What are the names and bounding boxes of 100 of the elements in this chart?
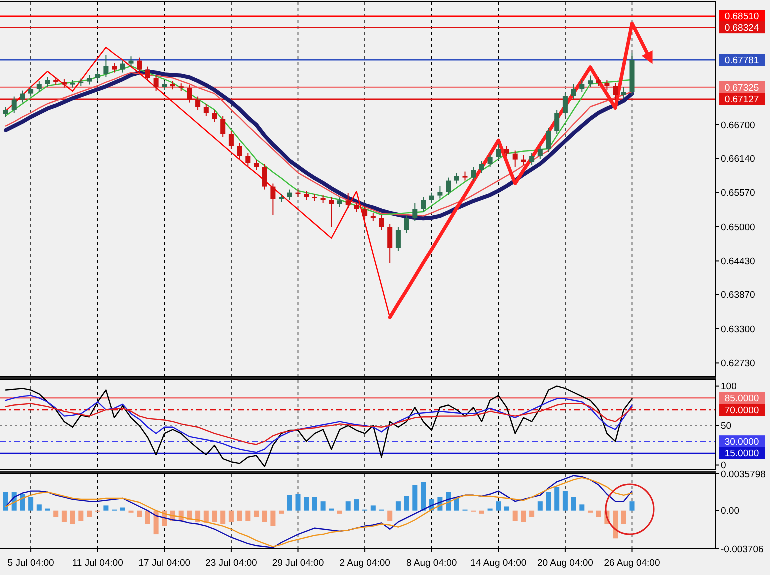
candlestick xyxy=(621,86,626,98)
bar xyxy=(20,494,26,511)
candlestick xyxy=(471,166,476,182)
candlestick xyxy=(128,56,134,68)
bar xyxy=(420,482,426,511)
candlestick xyxy=(562,92,568,116)
candlestick xyxy=(287,189,292,200)
candlestick xyxy=(137,57,142,74)
y-tick-label: 0.64430 xyxy=(721,256,756,268)
candlestick xyxy=(420,196,426,212)
candlestick xyxy=(580,80,585,92)
bar xyxy=(36,504,42,511)
candlestick xyxy=(212,110,218,122)
bar xyxy=(320,502,326,511)
bar xyxy=(571,497,576,511)
bar xyxy=(412,485,418,511)
y-tick-label: 0.0035798 xyxy=(721,469,766,480)
y-tick-label: 0 xyxy=(721,460,726,472)
candlestick xyxy=(613,82,618,100)
bar xyxy=(312,497,318,511)
candlestick xyxy=(95,70,100,82)
candlestick xyxy=(396,226,401,252)
bar xyxy=(279,510,284,514)
bar xyxy=(104,506,109,511)
ref-line-label: 85.0000 xyxy=(724,393,760,404)
candlestick xyxy=(112,62,118,74)
candlestick xyxy=(546,128,552,152)
bar xyxy=(145,510,150,524)
bar xyxy=(496,502,502,511)
candlestick xyxy=(246,152,251,167)
candlestick xyxy=(504,146,510,158)
bar xyxy=(262,510,268,522)
bar xyxy=(228,510,234,522)
x-tick-label: 23 Jul 04:00 xyxy=(206,558,258,569)
candlestick xyxy=(388,224,393,264)
x-tick-label: 11 Jul 04:00 xyxy=(72,558,124,569)
candlestick xyxy=(538,146,543,160)
candlestick xyxy=(237,142,242,160)
x-tick-label: 29 Jul 04:00 xyxy=(272,558,324,569)
bar xyxy=(538,502,543,511)
bar xyxy=(296,494,301,511)
bar xyxy=(254,510,260,518)
x-tick-label: 5 Jul 04:00 xyxy=(8,558,54,569)
ref-line-label: 0.68324 xyxy=(724,22,760,34)
candlestick xyxy=(438,186,443,200)
y-tick-label: 0.66700 xyxy=(721,120,756,132)
bar xyxy=(3,492,9,511)
candlestick xyxy=(479,160,484,174)
candlestick xyxy=(604,80,610,91)
bar xyxy=(621,510,626,524)
bar xyxy=(137,510,142,518)
candlestick xyxy=(346,192,351,209)
y-tick-label: 0.63300 xyxy=(721,324,756,336)
bar xyxy=(237,510,242,522)
candlestick xyxy=(36,80,42,92)
bar xyxy=(370,506,376,511)
bar xyxy=(388,510,393,522)
candlestick xyxy=(488,154,493,168)
bar xyxy=(521,510,526,522)
bar xyxy=(396,502,401,511)
bar xyxy=(630,502,635,511)
y-tick-label: 0.63870 xyxy=(721,290,756,302)
candlestick xyxy=(20,90,26,104)
x-tick-label: 14 Aug 04:00 xyxy=(470,558,527,569)
candlestick xyxy=(404,214,410,234)
candlestick xyxy=(45,76,50,88)
y-tick-label: 0.65570 xyxy=(721,188,756,200)
bar xyxy=(304,497,310,511)
y-tick-label: 0.66140 xyxy=(721,154,756,165)
candlestick xyxy=(454,172,460,184)
line-series xyxy=(5,47,391,318)
candlestick xyxy=(120,60,126,74)
line-series xyxy=(5,395,633,454)
bar xyxy=(512,510,518,522)
ref-line-label: 15.0000 xyxy=(724,448,760,460)
bar xyxy=(28,497,34,511)
candlestick xyxy=(270,183,276,216)
bar xyxy=(530,510,535,518)
bar xyxy=(287,495,292,511)
candlestick xyxy=(588,75,594,88)
candlestick xyxy=(204,104,209,116)
candlestick xyxy=(496,144,502,161)
bar xyxy=(504,506,510,511)
ref-line-label: 0.67127 xyxy=(724,94,760,106)
bar xyxy=(613,510,618,539)
candlestick xyxy=(554,110,560,134)
y-tick-label: 100 xyxy=(721,382,737,393)
bar xyxy=(78,510,84,522)
x-tick-label: 26 Aug 04:00 xyxy=(604,558,660,569)
x-tick-label: 17 Jul 04:00 xyxy=(138,558,191,569)
y-tick-label: 50 xyxy=(721,421,732,432)
candlestick xyxy=(362,206,368,220)
bar xyxy=(354,500,360,511)
candlestick xyxy=(512,150,518,168)
candlestick xyxy=(446,177,452,196)
candlestick xyxy=(104,54,109,78)
bar xyxy=(596,510,602,518)
candlestick xyxy=(3,106,9,118)
bar xyxy=(404,496,410,511)
bar xyxy=(346,502,351,511)
